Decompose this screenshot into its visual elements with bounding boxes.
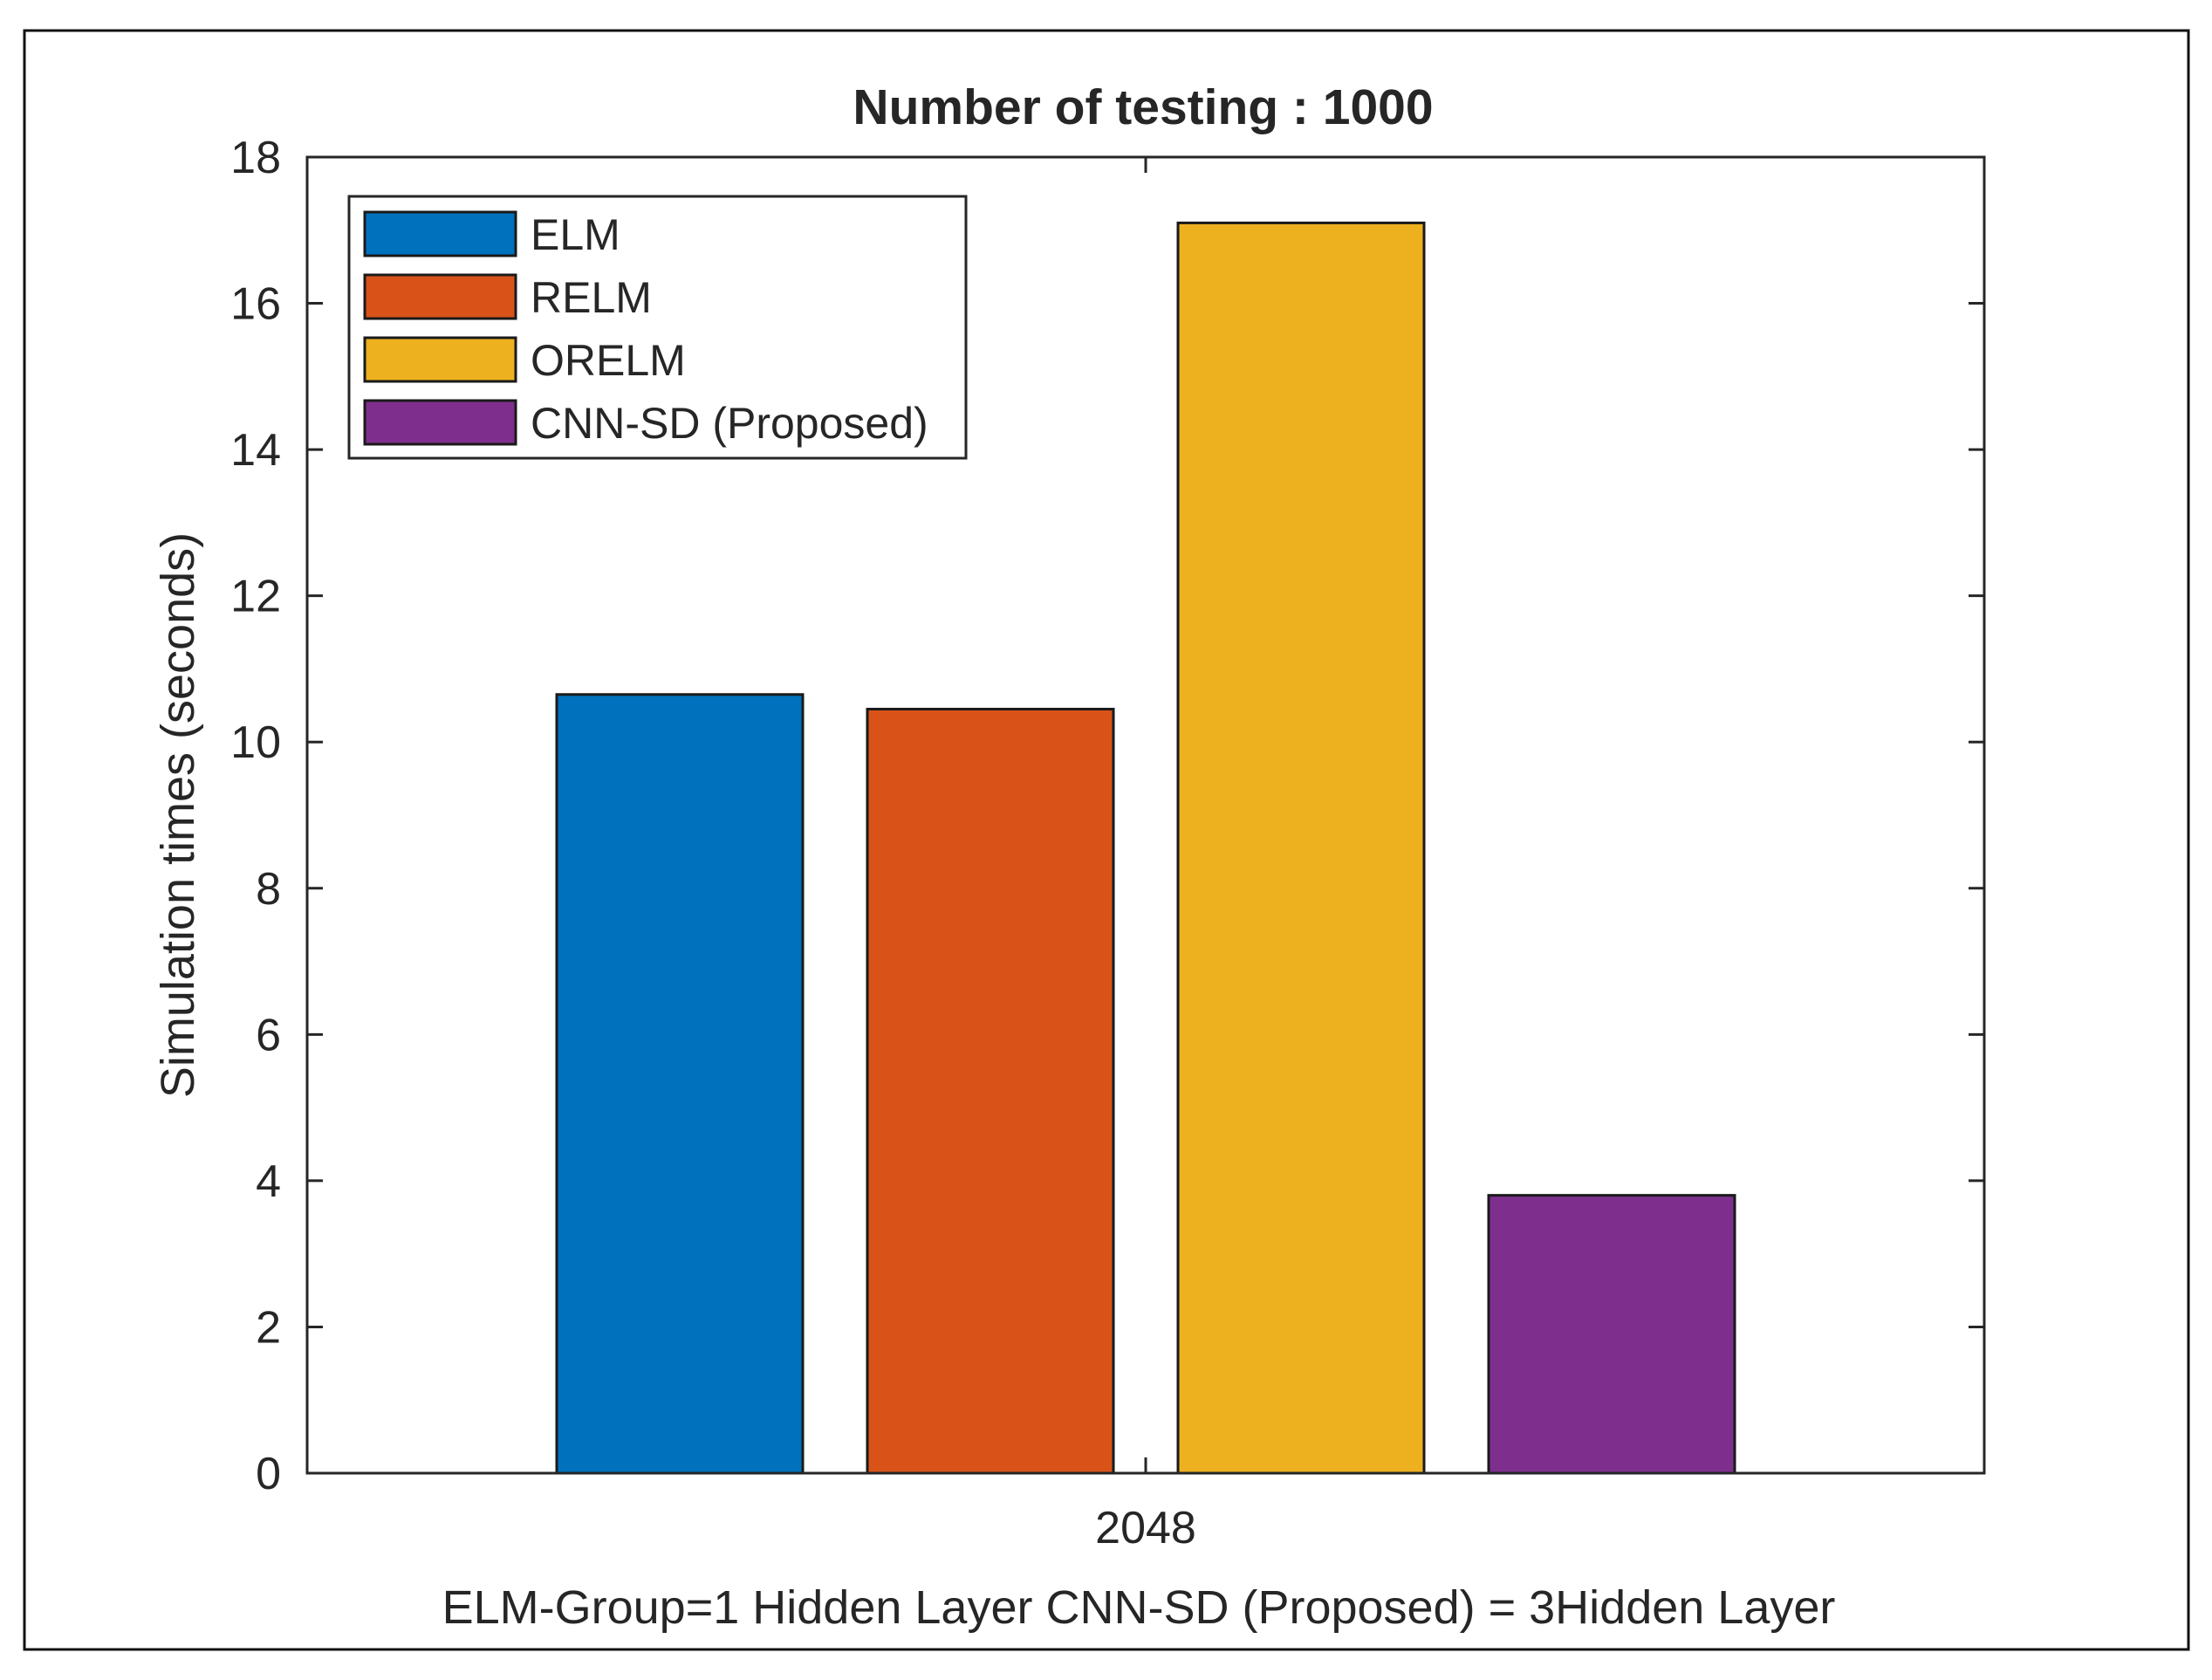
- y-tick-label: 6: [256, 1010, 281, 1060]
- y-tick-label: 14: [230, 425, 281, 476]
- y-tick-label: 2: [256, 1302, 281, 1353]
- legend: ELM RELM ORELM CNN-SD (Proposed): [347, 195, 968, 460]
- y-tick-label: 8: [256, 864, 281, 915]
- bar-cnn-sd-proposed: [1487, 1194, 1736, 1475]
- legend-swatch: [363, 336, 517, 383]
- y-axis-label: Simulation times (seconds): [152, 532, 204, 1098]
- y-tick-label: 12: [230, 572, 281, 622]
- legend-label: RELM: [531, 273, 652, 322]
- legend-label: ELM: [531, 210, 620, 259]
- bar-relm: [866, 708, 1115, 1475]
- legend-swatch: [363, 210, 517, 257]
- y-tick-label: 16: [230, 279, 281, 330]
- x-tick-label: 2048: [1095, 1503, 1196, 1553]
- bar-elm: [555, 693, 805, 1475]
- x-axis-label: ELM-Group=1 Hidden Layer CNN-SD (Propose…: [442, 1581, 1836, 1634]
- legend-label: ORELM: [531, 336, 686, 385]
- legend-label: CNN-SD (Proposed): [531, 399, 928, 448]
- bar-orelm: [1176, 221, 1426, 1475]
- y-tick-label: 4: [256, 1156, 281, 1207]
- chart-title: Number of testing : 1000: [853, 79, 1433, 135]
- y-tick-label: 0: [256, 1449, 281, 1499]
- y-tick-label: 10: [230, 717, 281, 768]
- y-tick-label: 18: [230, 133, 281, 183]
- legend-swatch: [363, 399, 517, 446]
- legend-swatch: [363, 273, 517, 320]
